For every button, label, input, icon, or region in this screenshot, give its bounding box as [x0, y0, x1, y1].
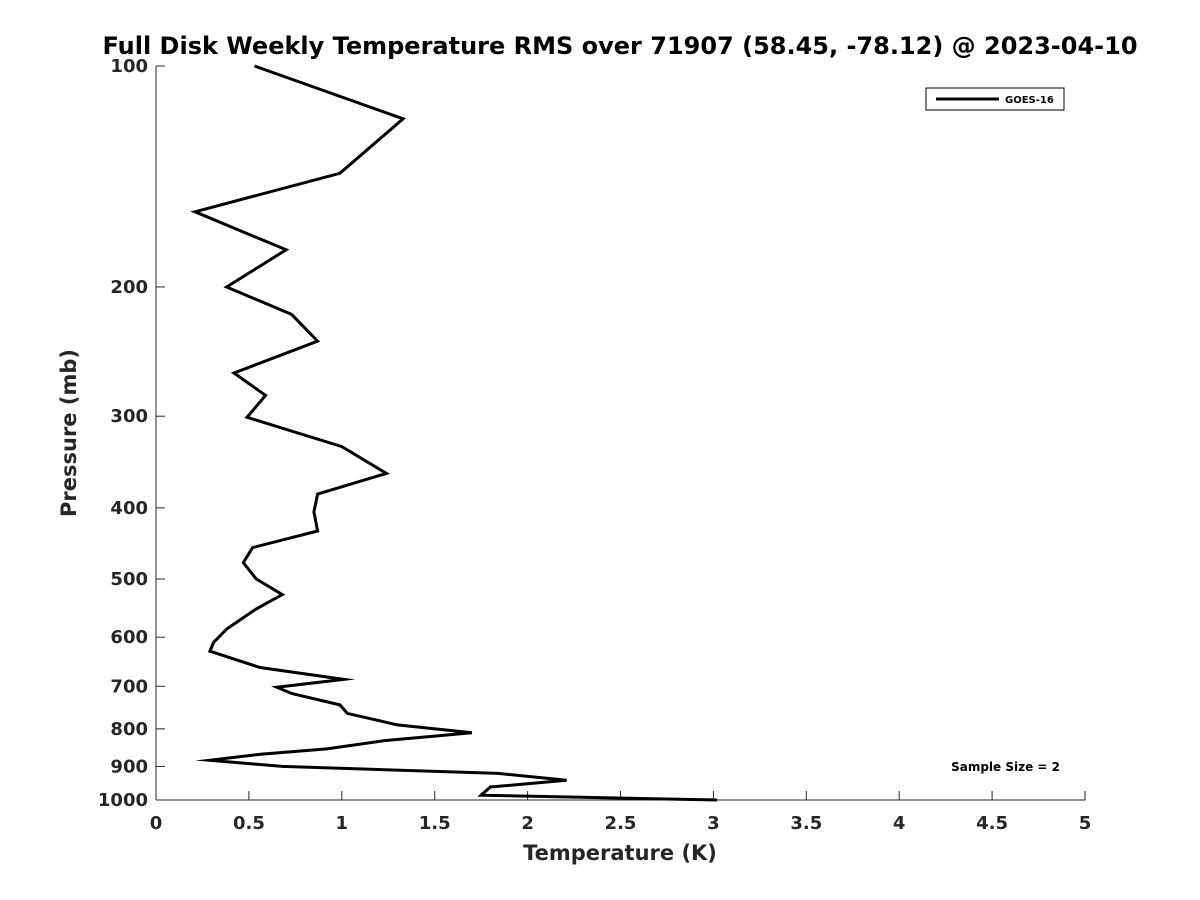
x-tick-label: 0	[150, 813, 163, 834]
x-tick-label: 1.5	[419, 813, 451, 834]
x-tick-label: 0.5	[233, 813, 265, 834]
y-tick-label: 1000	[98, 790, 148, 811]
series-lines	[190, 64, 718, 802]
chart-title: Full Disk Weekly Temperature RMS over 71…	[102, 32, 1137, 60]
legend-label-goes-16: GOES-16	[1005, 95, 1054, 106]
y-tick-label: 800	[110, 719, 148, 740]
x-axis-ticks: 0 0.5 1 1.5 2 2.5 3 3.5 4 4.5 5	[150, 791, 1092, 834]
y-tick-label: 500	[110, 569, 148, 590]
sample-size-annotation: Sample Size = 2	[951, 760, 1060, 774]
x-tick-label: 4	[893, 813, 906, 834]
x-axis-label: Temperature (K)	[523, 841, 717, 865]
y-axis-label: Pressure (mb)	[57, 349, 81, 517]
y-axis-ticks: 100 200 300 400 500 600 700 800 900 1000	[98, 56, 165, 811]
y-tick-label: 200	[110, 277, 148, 298]
x-tick-label: 4.5	[976, 813, 1008, 834]
x-tick-label: 3.5	[790, 813, 822, 834]
x-tick-label: 5	[1079, 813, 1092, 834]
y-tick-label: 400	[110, 498, 148, 519]
y-tick-label: 100	[110, 56, 148, 77]
series-line-goes-16	[190, 64, 718, 802]
x-tick-label: 1	[336, 813, 349, 834]
y-tick-label: 300	[110, 406, 148, 427]
y-tick-label: 700	[110, 676, 148, 697]
x-tick-label: 2.5	[605, 813, 637, 834]
x-tick-label: 3	[707, 813, 720, 834]
y-tick-label: 600	[110, 627, 148, 648]
legend: GOES-16	[925, 87, 1065, 111]
y-tick-label: 900	[110, 756, 148, 777]
x-tick-label: 2	[521, 813, 534, 834]
